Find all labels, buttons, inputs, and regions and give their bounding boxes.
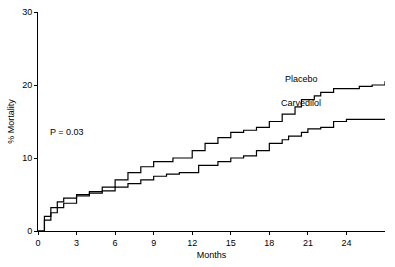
svg-text:0: 0 (27, 226, 32, 236)
svg-text:0: 0 (35, 238, 40, 248)
svg-text:Placebo: Placebo (285, 74, 318, 84)
svg-text:Carvedilol: Carvedilol (281, 98, 321, 108)
svg-text:3: 3 (74, 238, 79, 248)
svg-text:30: 30 (22, 7, 32, 17)
svg-text:% Mortality: % Mortality (6, 99, 16, 144)
svg-text:15: 15 (226, 238, 236, 248)
svg-text:18: 18 (264, 238, 274, 248)
svg-text:20: 20 (22, 80, 32, 90)
svg-text:6: 6 (113, 238, 118, 248)
svg-text:10: 10 (22, 153, 32, 163)
svg-text:9: 9 (151, 238, 156, 248)
svg-text:12: 12 (187, 238, 197, 248)
svg-text:P = 0.03: P = 0.03 (50, 127, 84, 137)
svg-text:Months: Months (197, 250, 227, 260)
svg-text:24: 24 (341, 238, 351, 248)
svg-text:21: 21 (303, 238, 313, 248)
